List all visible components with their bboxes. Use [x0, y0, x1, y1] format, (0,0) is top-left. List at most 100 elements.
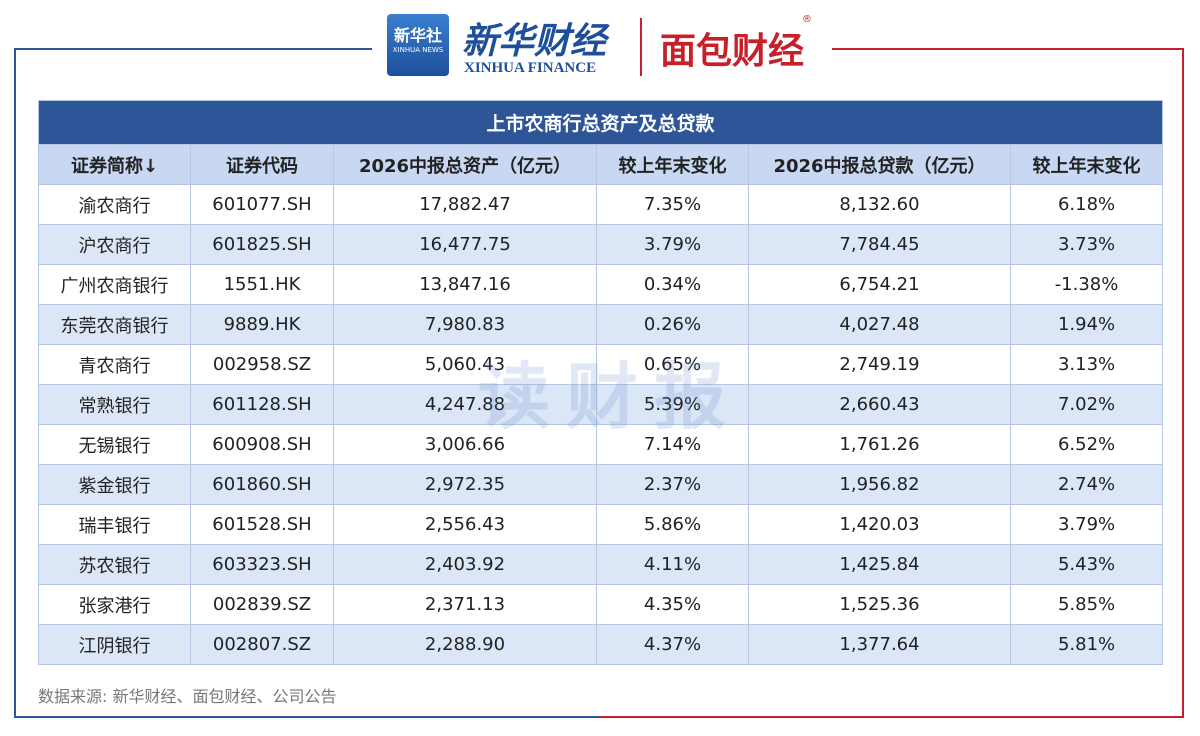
- cell: 2,660.43: [748, 384, 1011, 425]
- cell: 002839.SZ: [190, 584, 334, 625]
- cell: 2,749.19: [748, 344, 1011, 385]
- cell: 7,784.45: [748, 224, 1011, 265]
- brand-en: XINHUA FINANCE: [464, 60, 597, 76]
- column-header: 较上年末变化: [1009, 144, 1164, 185]
- frame-top-left: [14, 48, 372, 50]
- cell: 2.74%: [1009, 464, 1164, 505]
- cell: 8,132.60: [748, 184, 1011, 225]
- cell: 张家港行: [38, 584, 191, 625]
- row: 苏农银行 603323.SH 2,403.92 4.11% 1,425.84 5.43%: [38, 544, 1164, 585]
- cell: 5,060.43: [333, 344, 597, 385]
- column-header: 证券代码: [190, 144, 334, 185]
- cell: 1,956.82: [748, 464, 1011, 505]
- cell: 2.37%: [596, 464, 749, 505]
- cell: 1,420.03: [748, 504, 1011, 545]
- cell: 2,972.35: [333, 464, 597, 505]
- cell: 4.11%: [596, 544, 749, 585]
- cell: 江阴银行: [38, 624, 191, 665]
- cell: 0.65%: [596, 344, 749, 385]
- frame: [14, 48, 1184, 718]
- row: 常熟银行 601128.SH 4,247.88 5.39% 2,660.43 7.02%: [38, 384, 1164, 425]
- column-header: 较上年末变化: [596, 144, 749, 185]
- cell: 4.37%: [596, 624, 749, 665]
- row: 瑞丰银行 601528.SH 2,556.43 5.86% 1,420.03 3.79%: [38, 504, 1164, 545]
- cell: 苏农银行: [38, 544, 191, 585]
- logo-cn: 新华社: [393, 26, 442, 45]
- cell: 无锡银行: [38, 424, 191, 465]
- cell: 0.34%: [596, 264, 749, 305]
- cell: 3,006.66: [333, 424, 597, 465]
- cell: 601825.SH: [190, 224, 334, 265]
- frame-bottom-right: [600, 716, 1184, 718]
- header-row: 证券简称↓ 证券代码 2026中报总资产（亿元） 较上年末变化 2026中报总贷款（亿元…: [38, 144, 1164, 185]
- source: 数据来源: 新华财经、面包财经、公司公告: [38, 687, 337, 706]
- cell: 东莞农商银行: [38, 304, 191, 345]
- cell: 6.52%: [1009, 424, 1164, 465]
- table-title: 上市农商行总资产及总贷款: [37, 100, 1164, 145]
- row: 广州农商银行 1551.HK 13,847.16 0.34% 6,754.21 -1.38…: [38, 264, 1164, 305]
- row: 沪农商行 601825.SH 16,477.75 3.79% 7,784.45 3.73%: [38, 224, 1164, 265]
- column-header: 证券简称↓: [38, 144, 191, 185]
- cell: 601528.SH: [190, 504, 334, 545]
- cell: 1.94%: [1009, 304, 1164, 345]
- row: 渝农商行 601077.SH 17,882.47 7.35% 8,132.60 6.18%: [38, 184, 1164, 225]
- cell: 广州农商银行: [38, 264, 191, 305]
- table: 上市农商行总资产及总贷款 证券简称↓ 证券代码 2026中报总资产（亿元） 较上年末变化…: [37, 100, 1164, 665]
- cell: 002807.SZ: [190, 624, 334, 665]
- cell: 3.73%: [1009, 224, 1164, 265]
- cell: 2,403.92: [333, 544, 597, 585]
- cell: 瑞丰银行: [38, 504, 191, 545]
- cell: 5.81%: [1009, 624, 1164, 665]
- cell: -1.38%: [1009, 264, 1164, 305]
- cell: 1,525.36: [748, 584, 1011, 625]
- frame-top-right: [832, 48, 1184, 50]
- cell: 5.43%: [1009, 544, 1164, 585]
- column-header: 2026中报总资产（亿元）: [333, 144, 597, 185]
- cell: 13,847.16: [333, 264, 597, 305]
- cell: 紫金银行: [38, 464, 191, 505]
- logo-box: 新华社 XINHUA NEWS: [387, 14, 449, 76]
- cell: 601128.SH: [190, 384, 334, 425]
- cell: 601077.SH: [190, 184, 334, 225]
- cell: 5.86%: [596, 504, 749, 545]
- cell: 5.85%: [1009, 584, 1164, 625]
- cell: 2,556.43: [333, 504, 597, 545]
- registered: ®: [802, 14, 812, 25]
- cell: 7.35%: [596, 184, 749, 225]
- cell: 3.79%: [596, 224, 749, 265]
- brand-cn: 新华财经: [462, 20, 607, 62]
- cell: 601860.SH: [190, 464, 334, 505]
- cell: 9889.HK: [190, 304, 334, 345]
- cell: 3.13%: [1009, 344, 1164, 385]
- cell: 002958.SZ: [190, 344, 334, 385]
- cell: 1,425.84: [748, 544, 1011, 585]
- cell: 3.79%: [1009, 504, 1164, 545]
- cell: 4,247.88: [333, 384, 597, 425]
- cell: 2,288.90: [333, 624, 597, 665]
- divider: [640, 18, 642, 76]
- cell: 7,980.83: [333, 304, 597, 345]
- logo-en: XINHUA NEWS: [392, 46, 444, 54]
- row: 紫金银行 601860.SH 2,972.35 2.37% 1,956.82 2.74%: [38, 464, 1164, 505]
- cell: 600908.SH: [190, 424, 334, 465]
- cell: 4.35%: [596, 584, 749, 625]
- watermark: 读财报: [478, 355, 743, 439]
- row: 无锡银行 600908.SH 3,006.66 7.14% 1,761.26 6.52%: [38, 424, 1164, 465]
- cell: 17,882.47: [333, 184, 597, 225]
- row: 青农商行 002958.SZ 5,060.43 0.65% 2,749.19 3.13%: [38, 344, 1164, 385]
- partner: 面包财经: [660, 31, 805, 72]
- row: 张家港行 002839.SZ 2,371.13 4.35% 1,525.36 5.85%: [38, 584, 1164, 625]
- cell: 4,027.48: [748, 304, 1011, 345]
- cell: 2,371.13: [333, 584, 597, 625]
- cell: 1551.HK: [190, 264, 334, 305]
- cell: 603323.SH: [190, 544, 334, 585]
- row: 东莞农商银行 9889.HK 7,980.83 0.26% 4,027.48 1.94%: [38, 304, 1164, 345]
- cell: 青农商行: [38, 344, 191, 385]
- row: 江阴银行 002807.SZ 2,288.90 4.37% 1,377.64 5.81%: [38, 624, 1164, 665]
- cell: 6,754.21: [748, 264, 1011, 305]
- cell: 1,377.64: [748, 624, 1011, 665]
- cell: 16,477.75: [333, 224, 597, 265]
- cell: 常熟银行: [38, 384, 191, 425]
- cell: 1,761.26: [748, 424, 1011, 465]
